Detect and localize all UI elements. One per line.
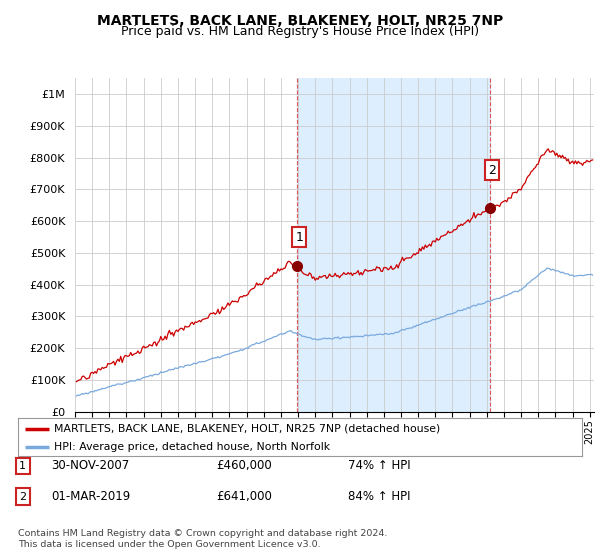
Bar [296, 78, 490, 412]
Text: MARTLETS, BACK LANE, BLAKENEY, HOLT, NR25 7NP: MARTLETS, BACK LANE, BLAKENEY, HOLT, NR2… [97, 14, 503, 28]
Text: £460,000: £460,000 [216, 459, 272, 473]
Text: 30-NOV-2007: 30-NOV-2007 [51, 459, 129, 473]
Text: 74% ↑ HPI: 74% ↑ HPI [348, 459, 410, 473]
Text: 01-MAR-2019: 01-MAR-2019 [51, 490, 130, 503]
Text: MARTLETS, BACK LANE, BLAKENEY, HOLT, NR25 7NP (detached house): MARTLETS, BACK LANE, BLAKENEY, HOLT, NR2… [53, 423, 440, 433]
Text: Price paid vs. HM Land Registry's House Price Index (HPI): Price paid vs. HM Land Registry's House … [121, 25, 479, 38]
Text: HPI: Average price, detached house, North Norfolk: HPI: Average price, detached house, Nort… [53, 442, 329, 452]
Text: 1: 1 [19, 461, 26, 471]
Text: Contains HM Land Registry data © Crown copyright and database right 2024.
This d: Contains HM Land Registry data © Crown c… [18, 529, 388, 549]
Text: 84% ↑ HPI: 84% ↑ HPI [348, 490, 410, 503]
Text: 1: 1 [295, 231, 303, 244]
Text: 2: 2 [19, 492, 26, 502]
Text: 2: 2 [488, 164, 496, 176]
Text: £641,000: £641,000 [216, 490, 272, 503]
